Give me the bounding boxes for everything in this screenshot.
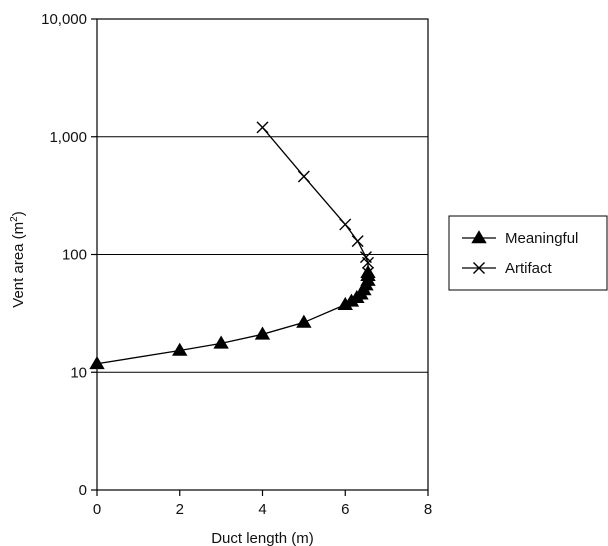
legend-item-meaningful: Meaningful [462, 230, 578, 247]
legend-items: Meaningful Artifact [462, 230, 578, 277]
x-tick-label: 2 [176, 501, 184, 518]
gridlines [97, 136, 428, 373]
legend-label: Meaningful [505, 230, 578, 247]
data-point [89, 355, 105, 370]
series-artifact [256, 121, 375, 279]
y-tick-label: 10 [70, 364, 87, 381]
data-point [351, 235, 364, 248]
x-marker-stroke [297, 170, 310, 183]
series-layer [89, 121, 376, 370]
legend-label: Artifact [505, 260, 553, 277]
series-meaningful [89, 264, 376, 370]
x-marker-stroke [473, 262, 485, 274]
data-point [254, 326, 271, 340]
x-marker-stroke [359, 251, 372, 264]
legend-box [448, 215, 608, 291]
y-axis-title-sup: 2 [9, 216, 20, 222]
data-point [297, 170, 310, 183]
x-marker-stroke [339, 218, 352, 231]
x-marker-stroke [256, 121, 269, 134]
y-axis-title-main: Vent area (m [10, 222, 27, 308]
x-tick-label: 4 [258, 501, 266, 518]
y-tick-label: 0 [79, 482, 87, 499]
series-line [262, 127, 369, 273]
data-point [256, 121, 269, 134]
data-point [362, 266, 375, 279]
data-point [362, 256, 375, 269]
data-point [172, 342, 188, 356]
legend-item-artifact: Artifact [462, 260, 553, 277]
x-marker-stroke [362, 256, 375, 269]
y-tick-label: 10,000 [41, 11, 87, 28]
series-line [96, 272, 369, 365]
legend-marker [471, 230, 487, 244]
x-axis-title: Duct length (m) [211, 530, 314, 546]
data-point [213, 335, 229, 349]
x-tick-label: 0 [93, 501, 101, 518]
x-tick-label: 6 [341, 501, 349, 518]
y-tick-label: 100 [62, 247, 87, 264]
y-tick-label: 1,000 [49, 129, 87, 146]
data-point [296, 314, 312, 328]
x-axis: 0 2 4 6 8 [93, 490, 432, 518]
data-point [339, 218, 352, 231]
legend: Meaningful Artifact [448, 215, 608, 291]
x-marker-stroke [362, 266, 375, 279]
x-tick-label: 8 [424, 501, 432, 518]
y-axis: 0 10 100 1,000 10,000 [41, 11, 97, 499]
y-axis-title-end: ) [10, 211, 27, 216]
x-marker-stroke [351, 235, 364, 248]
y-axis-title: Vent area (m2) [9, 211, 27, 307]
legend-marker [473, 262, 485, 274]
